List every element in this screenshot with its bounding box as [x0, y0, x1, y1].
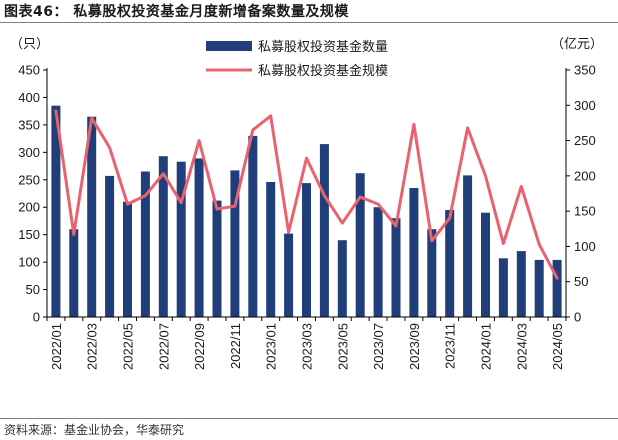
- left-tick-label: 250: [18, 172, 40, 187]
- x-tick-label: 2022/11: [228, 323, 243, 369]
- x-tick-label: 2023/11: [443, 323, 458, 369]
- bar-2022-11: [230, 170, 240, 317]
- x-tick-label: 2023/09: [407, 323, 422, 370]
- right-tick-label: 50: [574, 274, 588, 289]
- bar-2023-08: [391, 218, 401, 317]
- x-tick-label: 2023/07: [371, 323, 386, 370]
- bar-2024-01: [481, 212, 490, 317]
- bar-2022-07: [158, 156, 168, 317]
- x-tick-label: 2022/01: [49, 323, 64, 370]
- left-tick-label: 200: [18, 200, 40, 215]
- right-axis-unit: （亿元）: [551, 37, 603, 52]
- bar-2024-03: [516, 251, 526, 317]
- bar-2023-01: [266, 182, 276, 317]
- combo-chart: 0 50 100 150 200 250 300 350 400 450 0 50 100 150 200 2…: [10, 37, 603, 370]
- bar-2022-10: [212, 200, 222, 317]
- right-tick-label: 300: [574, 98, 596, 113]
- left-tick-label: 150: [18, 227, 40, 242]
- bar-2023-05: [337, 240, 347, 317]
- legend-label-scale: 私募股权投资基金规模: [258, 63, 388, 79]
- bar-2022-12: [248, 135, 258, 317]
- bar-2022-01: [51, 105, 61, 317]
- bar-2023-07: [373, 207, 383, 317]
- x-tick-label: 2022/07: [156, 323, 171, 370]
- bar-2024-04: [534, 259, 544, 317]
- bar-2022-02: [69, 229, 79, 317]
- line-series-scale: [54, 109, 559, 280]
- left-tick-label: 450: [18, 63, 40, 78]
- footer-divider: [0, 418, 618, 419]
- bar-2022-04: [105, 175, 115, 317]
- x-tick-label: 2023/05: [335, 323, 350, 370]
- bar-2024-02: [498, 258, 508, 317]
- left-tick-label: 400: [18, 90, 40, 105]
- legend-label-count: 私募股权投资基金数量: [258, 39, 388, 55]
- x-tick-label: 2022/09: [192, 323, 207, 370]
- bar-2023-12: [463, 175, 473, 317]
- left-tick-label: 100: [18, 255, 40, 270]
- left-tick-label: 50: [26, 282, 40, 297]
- left-tick-label: 350: [18, 117, 40, 132]
- bar-2023-02: [284, 233, 294, 317]
- right-tick-label: 200: [574, 168, 596, 183]
- right-tick-label: 100: [574, 239, 596, 254]
- bar-2023-11: [445, 210, 455, 317]
- bar-2022-05: [123, 201, 132, 317]
- left-tick-label: 0: [33, 310, 40, 325]
- bar-2023-10: [427, 229, 437, 317]
- right-tick-label: 350: [574, 63, 596, 78]
- x-tick-label: 2024/01: [478, 323, 493, 370]
- right-tick-label: 250: [574, 133, 596, 148]
- x-tick-label: 2022/03: [85, 323, 100, 370]
- x-tick-label: 2023/03: [300, 323, 315, 370]
- source-note: 资料来源：基金业协会，华泰研究: [4, 423, 185, 437]
- bar-2023-06: [355, 173, 365, 317]
- right-tick-label: 150: [574, 204, 596, 219]
- bar-2022-03: [87, 116, 97, 317]
- x-tick-label: 2024/05: [550, 323, 565, 370]
- bar-2023-04: [319, 144, 329, 317]
- x-tick-label: 2022/05: [121, 323, 136, 370]
- scale-line: [54, 109, 559, 280]
- legend-swatch-count: [206, 41, 252, 51]
- bar-2022-06: [140, 171, 150, 317]
- x-tick-label: 2024/03: [514, 323, 529, 370]
- chart-axes: 0 50 100 150 200 250 300 350 400 450 0 50 100 150 200 2…: [10, 37, 603, 370]
- bar-2022-08: [176, 161, 186, 317]
- left-tick-label: 300: [18, 145, 40, 160]
- bar-2023-03: [302, 183, 311, 317]
- right-tick-label: 0: [574, 310, 581, 325]
- bar-2024-05: [552, 259, 562, 317]
- bar-2022-09: [194, 158, 204, 317]
- x-tick-label: 2023/01: [264, 323, 279, 370]
- bar-2023-09: [409, 188, 419, 317]
- chart-title: 图表46： 私募股权投资基金月度新增备案数量及规模: [4, 4, 349, 20]
- title-divider: [0, 22, 618, 23]
- bar-series-count: [51, 105, 562, 317]
- left-axis-unit: （只）: [10, 37, 49, 52]
